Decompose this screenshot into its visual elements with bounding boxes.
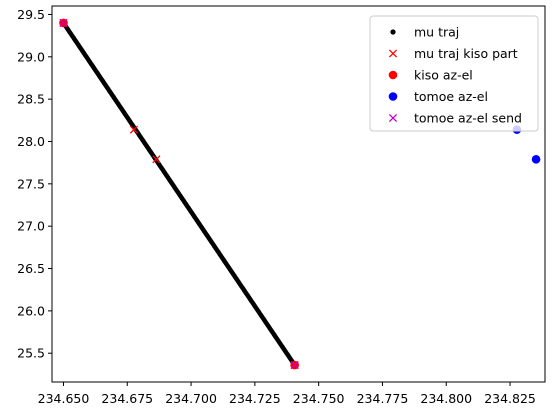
y-tick-label: 26.5 — [17, 261, 45, 276]
tomoe-az-el-send-point-1-stroke-b — [59, 18, 68, 27]
legend-entry-mu-traj-kiso-part: mu traj kiso part — [388, 46, 518, 61]
series-layer — [59, 18, 541, 370]
y-tick-label: 27.5 — [17, 176, 45, 191]
legend-entry-mu-traj-label: mu traj — [414, 25, 459, 40]
y-tick-label: 26.0 — [17, 303, 45, 318]
mu-traj-kiso-part-point-2-stroke-b — [129, 125, 138, 134]
legend-entry-mu-traj-kiso-part-marker — [388, 49, 398, 58]
y-tick-label: 29.5 — [17, 7, 45, 22]
y-tick-label: 28.0 — [17, 134, 45, 149]
legend-entry-tomoe-az-el-marker — [388, 92, 398, 101]
tomoe-az-el-send-point-2-stroke-b — [290, 361, 299, 370]
y-tick-label: 25.5 — [17, 346, 45, 361]
mu-traj-kiso-part-point-2 — [129, 125, 138, 134]
x-axis: 234.650 234.675 234.700 234.725 234.750 234.7… — [38, 382, 536, 406]
x-tick-label: 234.800 — [420, 391, 472, 406]
y-axis: 25.5 26.0 26.5 27.0 27.5 28.0 28.5 29.0 29.5 — [17, 7, 52, 361]
tomoe-az-el-send-point-2 — [290, 361, 299, 370]
tomoe-az-el-send-point-1 — [59, 18, 68, 27]
x-tick-label: 234.700 — [165, 391, 217, 406]
x-tick-label: 234.750 — [293, 391, 345, 406]
legend-entry-kiso-az-el: kiso az-el — [388, 68, 473, 83]
legend-entry-tomoe-az-el-send-label: tomoe az-el send — [414, 111, 522, 126]
legend-entry-tomoe-az-el-send-marker — [388, 113, 398, 123]
series-tomoe-az-el-send — [59, 18, 299, 370]
x-tick-label: 234.775 — [357, 391, 409, 406]
legend-entry-mu-traj-kiso-part-marker-stroke-b — [388, 49, 398, 58]
x-tick-label: 234.725 — [229, 391, 281, 406]
legend-entry-kiso-az-el-label: kiso az-el — [414, 68, 473, 83]
x-tick-label: 234.650 — [38, 391, 90, 406]
legend-entry-tomoe-az-el: tomoe az-el — [388, 89, 488, 104]
x-tick-label: 234.825 — [484, 391, 536, 406]
y-tick-label: 28.5 — [17, 92, 45, 107]
legend: mu traj mu traj kiso part kiso az-el tomoe … — [369, 15, 539, 132]
legend-entry-tomoe-az-el-send: tomoe az-el send — [388, 111, 522, 126]
mu-traj-kiso-part-point-3 — [152, 155, 161, 164]
legend-entry-mu-traj-kiso-part-label: mu traj kiso part — [414, 46, 518, 61]
mu-traj-kiso-part-point-3-stroke-b — [152, 155, 161, 164]
series-mu-traj — [61, 20, 297, 368]
plot-frame — [51, 5, 546, 383]
legend-entry-kiso-az-el-marker — [388, 70, 398, 80]
legend-frame — [369, 15, 539, 132]
x-tick-label: 234.675 — [101, 391, 153, 406]
tomoe-az-el-point-2 — [531, 154, 541, 164]
legend-entry-tomoe-az-el-label: tomoe az-el — [414, 89, 488, 104]
legend-entry-tomoe-az-el-send-marker-stroke-b — [388, 113, 398, 123]
y-tick-label: 27.0 — [17, 219, 45, 234]
legend-entry-mu-traj: mu traj — [390, 25, 459, 40]
y-tick-label: 29.0 — [17, 49, 45, 64]
legend-entry-mu-traj-marker — [390, 29, 396, 35]
